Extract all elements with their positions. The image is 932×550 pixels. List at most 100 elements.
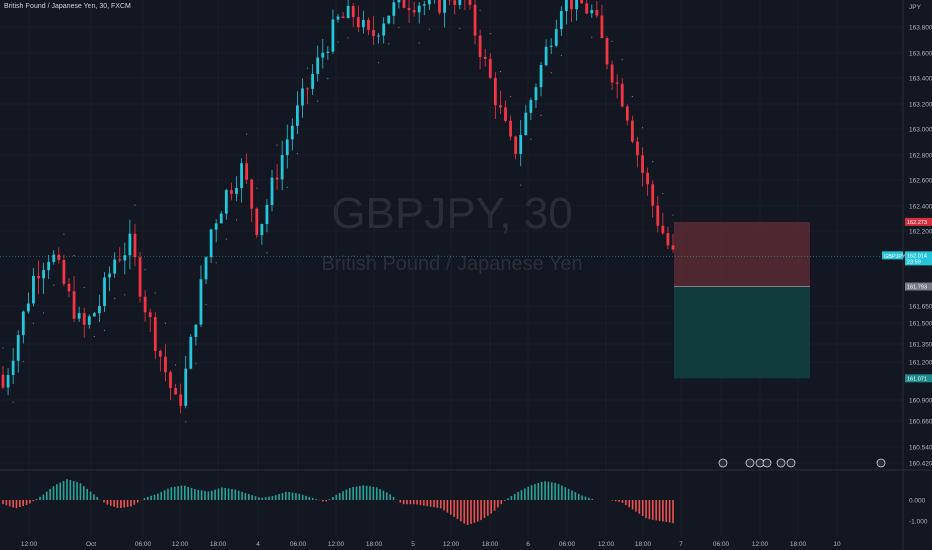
candle-body (158, 350, 162, 357)
candle-body (392, 2, 396, 16)
time-tick-label: 6 (526, 541, 530, 548)
candle-body (534, 87, 538, 101)
time-tick-label: 18:00 (635, 541, 652, 548)
psar-dot (144, 269, 146, 271)
time-tick-label: 10 (833, 541, 841, 548)
candle-body (184, 368, 188, 406)
time-tick-label: 06:00 (135, 541, 152, 548)
candle-body (341, 16, 345, 18)
price-tick-label: 162.800 (909, 153, 932, 160)
candle-body (285, 139, 289, 156)
target-price-label: 161.071 (907, 376, 927, 382)
candle-body (92, 313, 96, 317)
candle-body (169, 372, 172, 389)
candle-body (265, 205, 269, 225)
candle-body (671, 245, 675, 250)
candle-body (549, 45, 553, 47)
price-tick-label: 163.000 (909, 127, 932, 134)
candle-body (143, 296, 147, 313)
candle-body (412, 10, 416, 13)
psar-dot (134, 204, 136, 206)
time-tick-label: 06:00 (713, 541, 730, 548)
candle-body (82, 313, 86, 325)
time-tick-label: 18:00 (366, 541, 383, 548)
candle-body (87, 316, 91, 325)
candle-body (417, 5, 421, 13)
psar-dot (398, 27, 400, 29)
candle-body (204, 257, 208, 280)
candle-body (199, 279, 203, 325)
candle-body (524, 112, 528, 135)
candle-body (164, 356, 167, 373)
current-price-tag (905, 251, 932, 266)
candle-body (32, 276, 35, 304)
candle-body (656, 205, 660, 226)
candle-body (595, 10, 599, 16)
chart-title: British Pound / Japanese Yen, 30, FXCM (4, 3, 131, 10)
candle-body (316, 57, 320, 74)
psar-dot (205, 303, 207, 305)
candle-body (651, 184, 655, 206)
entry-price-tag (905, 282, 932, 291)
candles (1, 0, 675, 423)
candle-body (235, 187, 238, 194)
time-tick-label: 18:00 (210, 541, 227, 548)
candle-body (16, 335, 20, 361)
position-tool[interactable] (674, 221, 810, 379)
countdown-value: 23:59 (907, 259, 921, 265)
candle-body (666, 233, 670, 246)
time-tick-label: 18:00 (482, 541, 499, 548)
psar-dot (124, 294, 126, 296)
event-markers[interactable] (718, 458, 886, 468)
candle-body (372, 29, 375, 37)
psar-dot (286, 186, 288, 188)
psar-dot (215, 262, 217, 264)
psar-dot (43, 312, 45, 314)
psar-dot (611, 40, 613, 42)
candle-body (661, 225, 665, 234)
candle-body (11, 360, 15, 376)
event-marker-icon (786, 458, 796, 468)
psar-dot (652, 160, 654, 163)
candle-body (615, 82, 619, 84)
candle-body (605, 38, 609, 65)
candle-body (625, 106, 629, 121)
event-marker-icon (745, 458, 755, 468)
candle-body (630, 120, 634, 142)
psar-dot (641, 127, 644, 129)
candle-body (326, 51, 330, 53)
psar-dot (479, 9, 481, 11)
price-tick-label: 161.200 (909, 360, 932, 367)
candle-body (21, 311, 25, 336)
candle-body (580, 0, 584, 4)
target-price-tag (905, 374, 932, 383)
candle-body (133, 233, 137, 258)
candle-body (646, 172, 650, 185)
candle-body (351, 6, 355, 18)
psar-dot (520, 184, 522, 186)
candle-body (600, 15, 604, 39)
event-marker-icon (876, 458, 886, 468)
psar-dot (337, 41, 339, 43)
candle-body (407, 7, 411, 11)
psar-dot (388, 43, 390, 45)
candle-body (336, 16, 340, 20)
psar-dot (103, 329, 106, 331)
candle-body (514, 136, 518, 154)
time-tick-label: 12:00 (443, 541, 460, 548)
candle-body (280, 155, 284, 180)
psar-dot (22, 360, 24, 363)
candle-body (509, 120, 512, 137)
candle-body (458, 0, 462, 5)
candle-body (493, 77, 497, 106)
psar-dot (459, 27, 461, 29)
price-axis[interactable]: JPY 163.800 163.600 163.400 163.200 163.000 16… (0, 4, 932, 468)
time-axis[interactable]: 12:00 Oct 06:00 12:00 18:00 4 06:00 12:00 18:00 5… (21, 541, 841, 548)
psar-dot (591, 36, 593, 38)
price-tick-label: 163.600 (909, 51, 932, 58)
candle-body (478, 35, 482, 57)
psar-dot (256, 187, 258, 189)
price-tick-label: 160.900 (909, 398, 932, 405)
